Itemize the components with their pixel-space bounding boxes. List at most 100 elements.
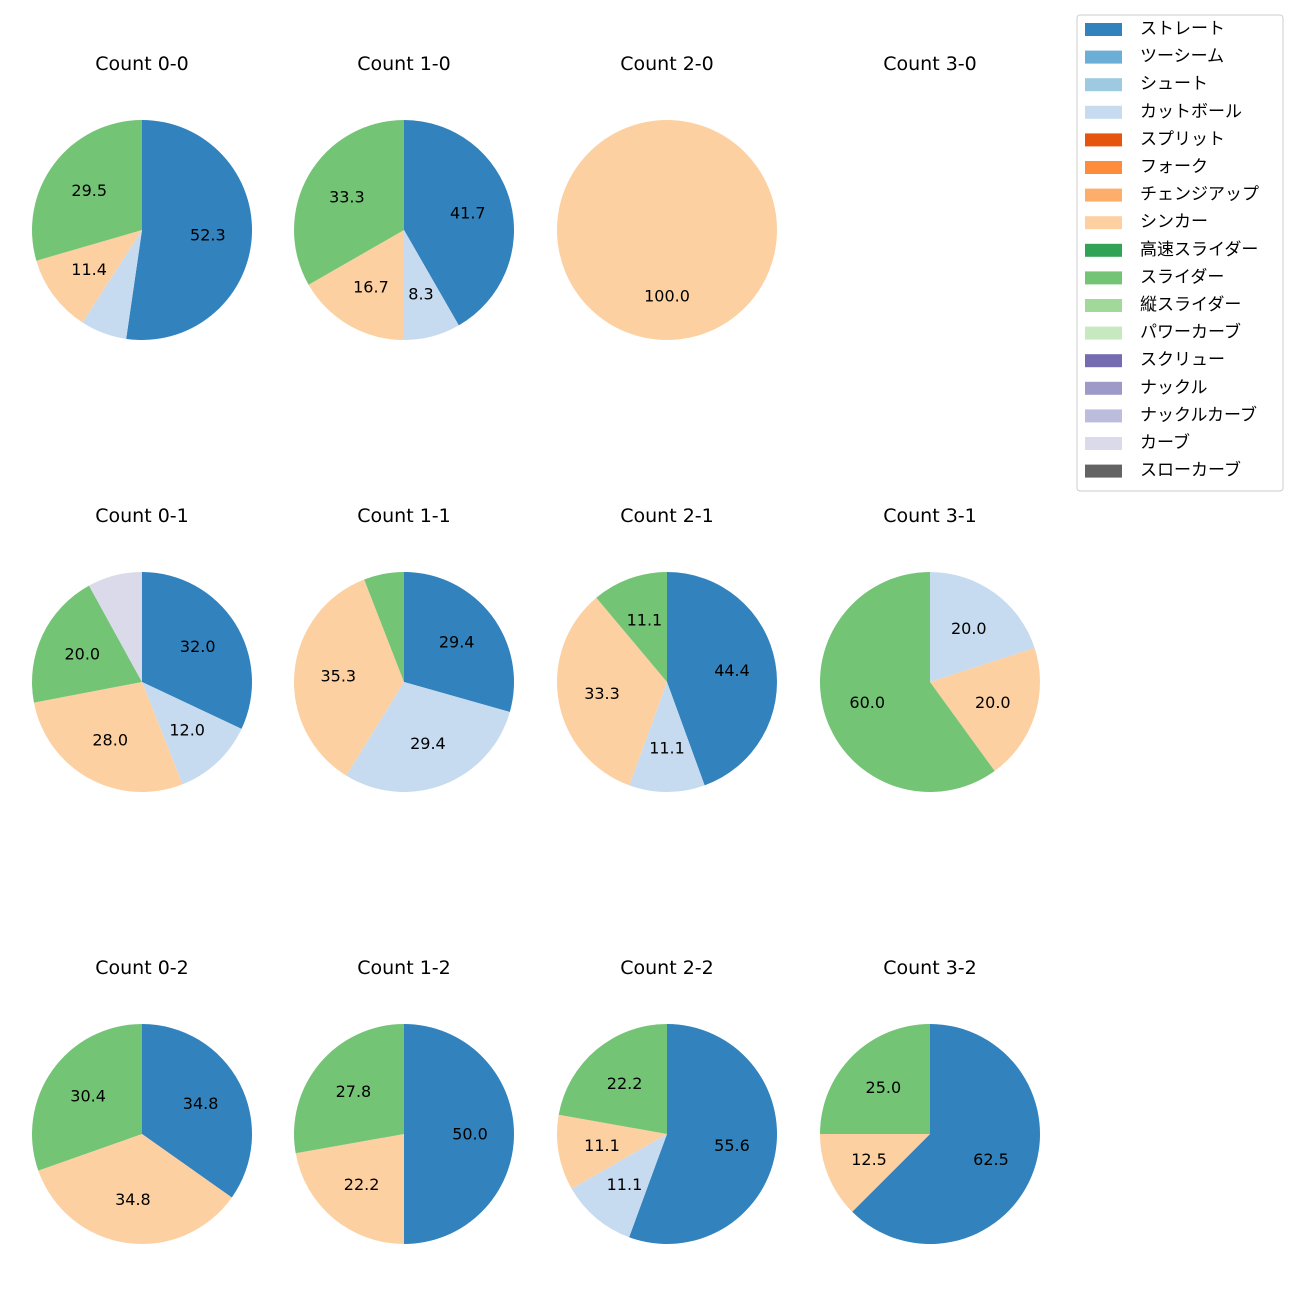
pie-slice	[930, 572, 1035, 682]
slice-label: 44.4	[714, 661, 750, 680]
pie-slice	[820, 572, 995, 792]
slice-label: 11.1	[607, 1175, 643, 1194]
legend-label: パワーカーブ	[1140, 322, 1241, 343]
legend-swatch	[1085, 437, 1122, 450]
pie-panel: Count 3-2 62.5 12.5 25.0	[820, 957, 1041, 1244]
pie-slice	[404, 572, 514, 713]
slice-label: 30.4	[70, 1086, 106, 1105]
pie-slice	[629, 682, 705, 793]
slice-label: 50.0	[452, 1125, 488, 1144]
slice-label: 29.4	[410, 734, 446, 753]
legend-label: フォーク	[1140, 157, 1208, 177]
legend-swatch	[1085, 161, 1122, 174]
pie-slice	[404, 120, 515, 326]
legend-swatch	[1085, 243, 1122, 257]
slice-label: 28.0	[92, 730, 128, 749]
legend-swatch	[1085, 464, 1122, 478]
legend-swatch	[1085, 78, 1122, 92]
legend-label: 縦スライダー	[1140, 295, 1241, 315]
slice-label: 12.5	[851, 1150, 887, 1169]
pie-slice	[32, 120, 143, 261]
slice-label: 29.5	[71, 181, 107, 200]
pie-slice	[558, 1024, 667, 1134]
slice-label: 16.7	[353, 278, 389, 297]
pie-title: Count 1-0	[357, 53, 451, 75]
slice-label: 11.1	[584, 1136, 620, 1155]
pie-panel: Count 3-0	[883, 53, 977, 75]
pie-slice	[596, 572, 667, 682]
pie-slice	[295, 1134, 404, 1244]
legend-label: ツーシーム	[1140, 47, 1224, 67]
legend-swatch	[1085, 133, 1122, 147]
pie-slice	[346, 682, 510, 792]
pie-slice	[404, 1024, 514, 1244]
slice-label: 11.4	[71, 260, 107, 279]
pie-panel: Count 2-0 100.0	[557, 53, 777, 340]
pie-panel: Count 0-0 52.3 11.4 29.5	[32, 53, 253, 340]
pie-title: Count 2-0	[620, 53, 714, 75]
legend-frame	[1076, 14, 1284, 492]
slice-label: 35.3	[320, 667, 356, 686]
legend-label: シュート	[1140, 74, 1208, 94]
legend-swatch	[1085, 216, 1122, 230]
slice-label: 20.0	[975, 693, 1011, 712]
legend-label: スプリット	[1140, 129, 1225, 149]
slice-label: 33.3	[584, 684, 620, 703]
pie-panel: Count 3-1 20.0 20.0 60.0	[820, 505, 1041, 792]
pie-slice	[294, 1024, 404, 1154]
slice-label: 25.0	[866, 1078, 902, 1097]
slice-label: 20.0	[951, 619, 987, 638]
slice-label: 22.2	[607, 1074, 643, 1093]
legend-label: シンカー	[1140, 212, 1208, 232]
pie-panel: Count 0-2 34.8 34.8 30.4	[31, 957, 253, 1245]
pie-title: Count 1-1	[357, 505, 451, 527]
pie-slice	[82, 230, 142, 339]
pie-slice	[571, 1134, 667, 1238]
slice-label: 11.1	[627, 610, 663, 629]
slice-label: 8.3	[408, 284, 433, 303]
pie-panel: Count 1-1 29.4 29.4 35.3	[293, 505, 514, 792]
pie-slice	[89, 572, 142, 682]
legend-swatch	[1085, 409, 1122, 423]
pie-title: Count 2-1	[620, 505, 714, 527]
pie-title: Count 2-2	[620, 957, 714, 979]
pie-panel: Count 1-0 41.7 8.3 16.7 33.3	[293, 53, 515, 340]
legend-label: ナックルカーブ	[1140, 404, 1257, 425]
pie-slice	[556, 597, 667, 786]
pie-slice	[364, 572, 404, 682]
pie-slice	[36, 230, 143, 323]
legend-swatch	[1085, 271, 1122, 285]
pie-slice	[820, 1134, 930, 1212]
pie-slice	[404, 230, 459, 340]
slice-label: 34.8	[183, 1094, 219, 1113]
pie-panel: Count 2-1 44.4 11.1 33.3 11.1	[556, 505, 778, 793]
pie-slice	[629, 1024, 778, 1244]
slice-label: 12.0	[169, 721, 205, 740]
pie-title: Count 3-0	[883, 53, 977, 75]
legend-label: ナックル	[1140, 378, 1208, 398]
legend-swatch	[1085, 326, 1122, 340]
pie-slice	[126, 120, 253, 340]
slice-label: 29.4	[439, 633, 475, 652]
legend-swatch	[1085, 105, 1122, 119]
slice-label: 52.3	[190, 225, 226, 244]
legend-label: チェンジアップ	[1140, 185, 1259, 205]
slice-label: 32.0	[180, 637, 216, 656]
pie-slice	[142, 572, 253, 729]
legend-label: スローカーブ	[1140, 460, 1241, 481]
pie-title: Count 0-1	[95, 505, 189, 527]
pie-title: Count 1-2	[357, 957, 451, 979]
pie-slice	[33, 682, 183, 793]
slice-label: 22.2	[344, 1175, 380, 1194]
legend-swatch	[1085, 354, 1122, 368]
pie-title: Count 0-2	[95, 957, 189, 979]
legend-label: スライダー	[1140, 267, 1224, 287]
pie-slice	[293, 120, 404, 285]
slice-label: 41.7	[450, 203, 486, 222]
pie-slice	[293, 579, 404, 776]
pie-slice	[930, 648, 1041, 771]
pie-title: Count 3-2	[883, 957, 977, 979]
legend-label: スクリュー	[1140, 350, 1225, 370]
pie-title: Count 3-1	[883, 505, 977, 527]
